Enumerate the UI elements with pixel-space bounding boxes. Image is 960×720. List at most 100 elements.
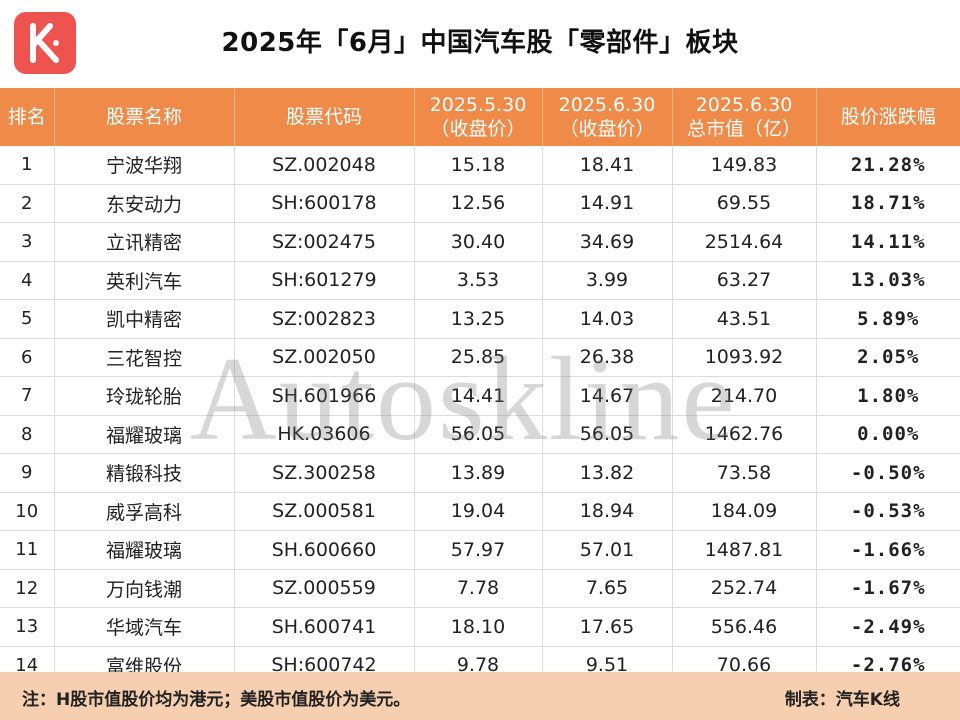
table-row: 4 英利汽车 SH:601279 3.53 3.99 63.27 13.03% [0, 261, 960, 300]
close-0630-cell: 34.69 [542, 222, 673, 262]
rank-cell: 13 [0, 607, 55, 647]
stock-code-cell: SZ:002823 [234, 299, 415, 339]
close-0530-cell: 13.25 [414, 299, 543, 339]
column-header: 排名 [0, 88, 55, 146]
stock-name-cell: 东安动力 [54, 184, 235, 223]
close-0630-cell: 18.94 [542, 492, 673, 531]
change-cell: -0.50% [816, 453, 960, 493]
close-0630-cell: 57.01 [542, 530, 673, 570]
change-cell: 2.05% [816, 338, 960, 377]
change-cell: 5.89% [816, 299, 960, 339]
table-row: 11 福耀玻璃 SH.600660 57.97 57.01 1487.81 -1.66% [0, 530, 960, 570]
footer: 注：H股市值股价均为港元；美股市值股价为美元。 制表：汽车K线 [0, 672, 960, 720]
stock-name-cell: 凯中精密 [54, 299, 235, 339]
rank-cell: 6 [0, 338, 55, 377]
close-0530-cell: 15.18 [414, 146, 543, 185]
market-cap-cell: 556.46 [672, 607, 817, 647]
change-cell: -1.66% [816, 530, 960, 570]
rank-cell: 9 [0, 453, 55, 493]
close-0530-cell: 14.41 [414, 376, 543, 416]
close-0630-cell: 7.65 [542, 569, 673, 608]
close-0630-cell: 26.38 [542, 338, 673, 377]
column-header-line1: 股价涨跌幅 [840, 106, 936, 128]
stock-code-cell: SH.601966 [234, 376, 415, 416]
close-0630-cell: 18.41 [542, 146, 673, 185]
rank-cell: 7 [0, 376, 55, 416]
close-0530-cell: 30.40 [414, 222, 543, 262]
table-row: 1 宁波华翔 SZ.002048 15.18 18.41 149.83 21.28% [0, 146, 960, 185]
table-row: 10 威孚高科 SZ.000581 19.04 18.94 184.09 -0.53% [0, 492, 960, 531]
rank-cell: 5 [0, 299, 55, 339]
column-header: 股票名称 [54, 88, 235, 146]
stock-code-cell: SZ.002048 [234, 146, 415, 185]
logo [14, 12, 76, 74]
table-row: 5 凯中精密 SZ:002823 13.25 14.03 43.51 5.89% [0, 299, 960, 339]
close-0630-cell: 17.65 [542, 607, 673, 647]
column-header-line2: 总市值（亿） [686, 118, 801, 140]
rank-cell: 8 [0, 415, 55, 454]
table-row: 8 福耀玻璃 HK.03606 56.05 56.05 1462.76 0.00% [0, 415, 960, 454]
stock-name-cell: 万向钱潮 [54, 569, 235, 608]
close-0530-cell: 13.89 [414, 453, 543, 493]
rank-cell: 3 [0, 222, 55, 262]
stock-code-cell: SZ.002050 [234, 338, 415, 377]
close-0530-cell: 12.56 [414, 184, 543, 223]
close-0530-cell: 18.10 [414, 607, 543, 647]
change-cell: 0.00% [816, 415, 960, 454]
table-row: 13 华域汽车 SH.600741 18.10 17.65 556.46 -2.49% [0, 607, 960, 647]
market-cap-cell: 1487.81 [672, 530, 817, 570]
market-cap-cell: 63.27 [672, 261, 817, 300]
close-0530-cell: 7.78 [414, 569, 543, 608]
rank-cell: 2 [0, 184, 55, 223]
column-header: 股价涨跌幅 [816, 88, 960, 146]
column-header-line1: 股票名称 [105, 106, 182, 128]
market-cap-cell: 149.83 [672, 146, 817, 185]
change-cell: 1.80% [816, 376, 960, 416]
market-cap-cell: 43.51 [672, 299, 817, 339]
table-body: 1 宁波华翔 SZ.002048 15.18 18.41 149.83 21.28% 2 东安动… [0, 146, 960, 685]
column-header-line2: （收盘价） [559, 118, 655, 140]
stock-table: 排名 股票名称 股票代码 2025.5.30 （收盘价） 2025.6.30 （收盘价） 20… [0, 88, 960, 685]
rank-cell: 12 [0, 569, 55, 608]
market-cap-cell: 214.70 [672, 376, 817, 416]
stock-code-cell: SZ:002475 [234, 222, 415, 262]
change-cell: 13.03% [816, 261, 960, 300]
market-cap-cell: 2514.64 [672, 222, 817, 262]
close-0530-cell: 57.97 [414, 530, 543, 570]
close-0630-cell: 14.67 [542, 376, 673, 416]
stock-code-cell: SZ.300258 [234, 453, 415, 493]
column-header-line1: 股票代码 [285, 106, 362, 128]
column-header-line1: 排名 [7, 106, 46, 128]
market-cap-cell: 73.58 [672, 453, 817, 493]
stock-code-cell: HK.03606 [234, 415, 415, 454]
stock-name-cell: 英利汽车 [54, 261, 235, 300]
k-logo-icon [30, 23, 59, 63]
stock-code-cell: SH.600741 [234, 607, 415, 647]
stock-name-cell: 福耀玻璃 [54, 530, 235, 570]
stock-code-cell: SH.600660 [234, 530, 415, 570]
table-row: 7 玲珑轮胎 SH.601966 14.41 14.67 214.70 1.80% [0, 376, 960, 416]
stock-name-cell: 福耀玻璃 [54, 415, 235, 454]
rank-cell: 4 [0, 261, 55, 300]
close-0530-cell: 3.53 [414, 261, 543, 300]
market-cap-cell: 1093.92 [672, 338, 817, 377]
footer-maker: 制表：汽车K线 [784, 690, 900, 710]
change-cell: -2.49% [816, 607, 960, 647]
column-header: 2025.5.30 （收盘价） [414, 88, 543, 146]
close-0530-cell: 19.04 [414, 492, 543, 531]
table-row: 9 精锻科技 SZ.300258 13.89 13.82 73.58 -0.50% [0, 453, 960, 493]
column-header-line1: 2025.6.30 [558, 94, 656, 116]
stock-name-cell: 三花智控 [54, 338, 235, 377]
change-cell: 14.11% [816, 222, 960, 262]
close-0530-cell: 56.05 [414, 415, 543, 454]
column-header-line1: 2025.5.30 [429, 94, 527, 116]
stock-code-cell: SZ.000581 [234, 492, 415, 531]
rank-cell: 11 [0, 530, 55, 570]
stock-name-cell: 宁波华翔 [54, 146, 235, 185]
stock-name-cell: 精锻科技 [54, 453, 235, 493]
market-cap-cell: 69.55 [672, 184, 817, 223]
stock-code-cell: SH:600178 [234, 184, 415, 223]
close-0530-cell: 25.85 [414, 338, 543, 377]
column-header: 股票代码 [234, 88, 415, 146]
table-row: 6 三花智控 SZ.002050 25.85 26.38 1093.92 2.05% [0, 338, 960, 377]
